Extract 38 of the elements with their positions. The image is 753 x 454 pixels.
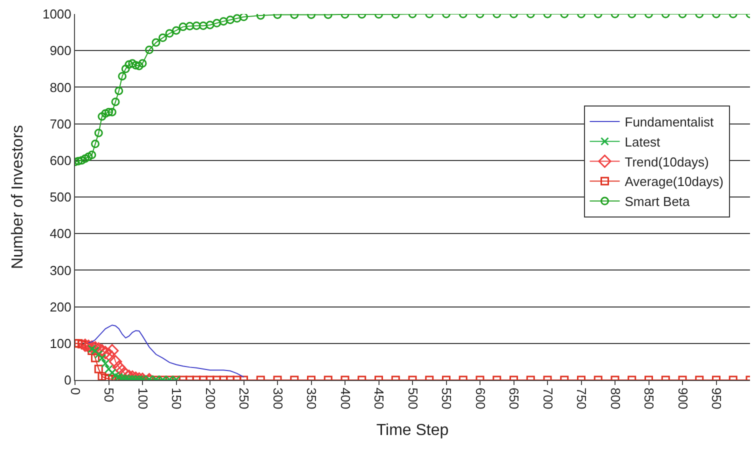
legend-label: Trend(10days) — [624, 154, 709, 170]
legend-label: Latest — [624, 134, 661, 150]
y-tick-label: 700 — [50, 116, 72, 132]
y-tick-label: 100 — [50, 336, 72, 351]
x-tick-label: 150 — [169, 388, 184, 410]
x-tick-label: 350 — [304, 388, 320, 410]
x-tick-label: 450 — [372, 388, 387, 410]
y-tick-label: 400 — [50, 226, 72, 242]
x-tick-label: 0 — [68, 388, 83, 395]
legend-label: Fundamentalist — [624, 114, 714, 130]
x-tick-label: 750 — [574, 388, 590, 410]
y-tick-label: 500 — [50, 190, 72, 205]
x-tick-label: 550 — [439, 388, 454, 410]
x-tick-label: 400 — [338, 388, 353, 410]
y-tick-label: 900 — [50, 43, 72, 58]
x-tick-label: 600 — [472, 388, 488, 410]
x-tick-label: 50 — [102, 388, 117, 402]
y-tick-label: 800 — [50, 80, 72, 95]
x-tick-label: 250 — [236, 388, 252, 410]
y-tick-label: 0 — [64, 372, 72, 388]
y-tick-label: 300 — [50, 262, 72, 278]
x-tick-label: 850 — [642, 388, 657, 410]
x-tick-label: 200 — [202, 388, 218, 410]
y-tick-label: 200 — [50, 299, 72, 314]
legend-label: Average(10days) — [624, 174, 724, 190]
y-tick-label: 1000 — [42, 6, 72, 22]
x-tick-label: 650 — [506, 388, 522, 410]
x-tick-label: 300 — [270, 388, 286, 410]
x-tick-label: 900 — [675, 388, 690, 410]
x-tick-label: 700 — [540, 388, 556, 410]
x-tick-label: 100 — [135, 388, 150, 410]
x-tick-label: 800 — [608, 388, 623, 410]
x-tick-label: 500 — [405, 388, 420, 410]
legend-label: Smart Beta — [624, 194, 691, 210]
x-tick-label: 950 — [709, 388, 724, 410]
y-tick-label: 600 — [50, 152, 72, 168]
y-axis-title: Number of Investors — [9, 124, 26, 270]
x-axis-title: Time Step — [376, 422, 449, 440]
